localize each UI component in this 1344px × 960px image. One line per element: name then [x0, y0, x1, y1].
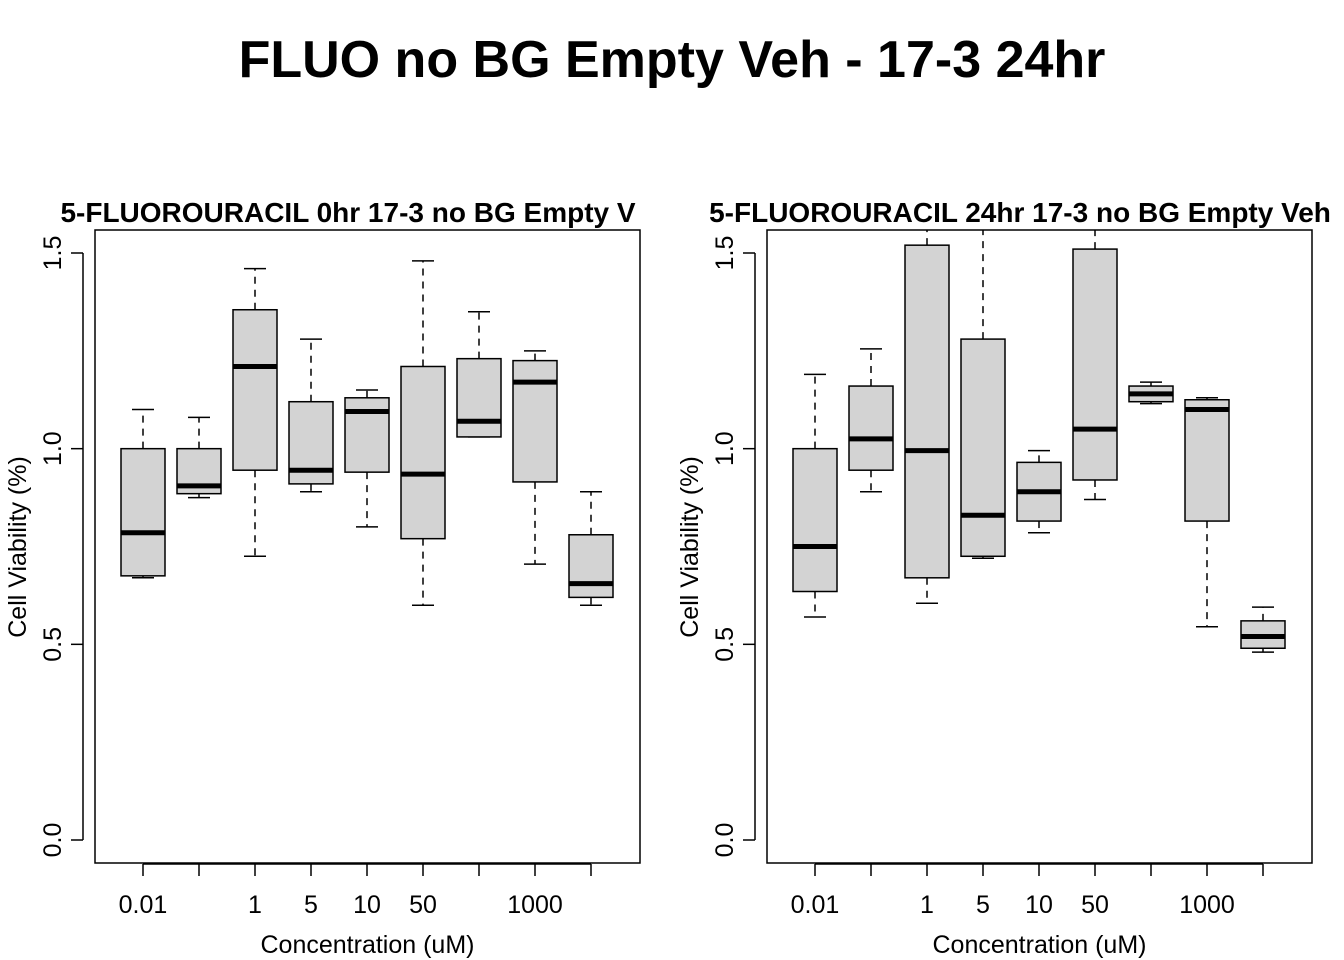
y-axis-label: Cell Viability (%): [676, 456, 704, 638]
y-tick-label: 1.5: [711, 236, 739, 271]
x-tick-label: 50: [409, 891, 437, 919]
box-iqr: [456, 357, 502, 438]
boxes-group: [120, 260, 614, 606]
x-tick-label: 50: [1081, 891, 1109, 919]
y-tick-label: 0.0: [39, 823, 67, 858]
plot-frame: [94, 229, 641, 864]
plot-frame: [766, 229, 1313, 864]
x-tick-label: 5: [304, 891, 318, 919]
x-axis-label: Concentration (uM): [261, 931, 475, 959]
y-tick-label: 1.0: [711, 431, 739, 466]
panel-title: 5-FLUOROURACIL 24hr 17-3 no BG Empty Veh: [709, 197, 1331, 228]
box-iqr: [400, 365, 446, 540]
box-iqr: [848, 385, 894, 471]
x-axis-label: Concentration (uM): [933, 931, 1147, 959]
box-iqr: [1184, 399, 1230, 522]
box-iqr: [512, 359, 558, 483]
box-iqr: [960, 338, 1006, 558]
x-tick-label: 0.01: [119, 891, 168, 919]
box-iqr: [792, 447, 838, 593]
box-iqr: [120, 447, 166, 577]
boxes-group: [792, 230, 1286, 653]
y-tick-label: 0.5: [711, 627, 739, 662]
box-iqr: [344, 397, 390, 473]
y-tick-label: 1.5: [39, 236, 67, 271]
page-title: FLUO no BG Empty Veh - 17-3 24hr: [238, 31, 1106, 89]
panel-title: 5-FLUOROURACIL 0hr 17-3 no BG Empty V: [60, 197, 635, 228]
y-tick-label: 0.5: [39, 627, 67, 662]
box-iqr: [232, 308, 278, 471]
x-tick-label: 10: [353, 891, 381, 919]
x-tick-label: 1000: [507, 891, 563, 919]
box-iqr: [1072, 248, 1118, 481]
x-tick-label: 1: [248, 891, 262, 919]
x-tick-label: 1000: [1179, 891, 1235, 919]
x-tick-label: 0.01: [791, 891, 840, 919]
x-tick-label: 10: [1025, 891, 1053, 919]
y-axis-label: Cell Viability (%): [4, 456, 32, 638]
x-tick-label: 5: [976, 891, 990, 919]
x-tick-label: 1: [920, 891, 934, 919]
y-tick-label: 1.0: [39, 431, 67, 466]
box-iqr: [568, 534, 614, 599]
y-tick-label: 0.0: [711, 823, 739, 858]
box-iqr: [904, 244, 950, 579]
